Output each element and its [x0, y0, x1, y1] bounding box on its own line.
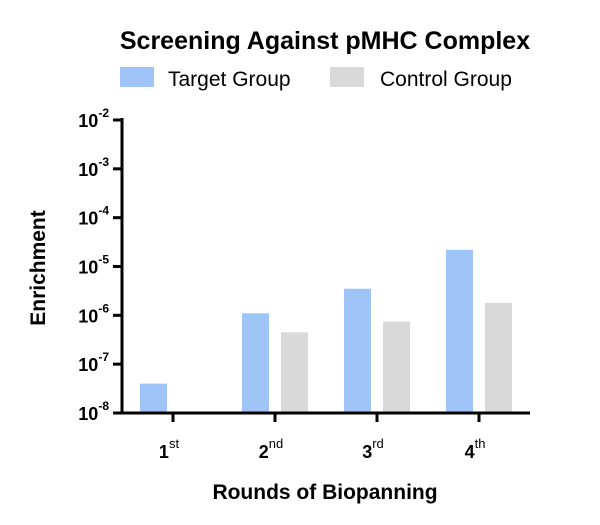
y-tick-label: 10-2 [78, 106, 109, 131]
x-tick-label: 4th [465, 436, 486, 462]
y-tick-label: 10-8 [78, 399, 109, 424]
bar-target-2 [242, 313, 269, 412]
bar-control-3 [383, 321, 410, 412]
x-tick-label: 2nd [259, 436, 283, 462]
y-tick-label: 10-3 [78, 155, 109, 180]
plot-area: 10-2 10-3 10-4 10-5 10-6 10-7 10-8 1st 2nd 3rd 4th [78, 106, 530, 462]
x-tick-label: 3rd [362, 436, 384, 462]
legend: Target Group Control Group [120, 67, 512, 91]
bar-target-1 [140, 383, 167, 412]
legend-label-target: Target Group [168, 68, 291, 91]
legend-label-control: Control Group [380, 68, 512, 91]
y-tick-label: 10-4 [78, 204, 109, 229]
y-axis-title: Enrichment [27, 210, 50, 326]
bar-target-3 [344, 288, 371, 412]
legend-swatch-control [330, 67, 364, 87]
legend-swatch-target [120, 67, 154, 87]
y-tick-label: 10-7 [78, 350, 109, 375]
bar-control-2 [281, 332, 308, 412]
x-axis-title: Rounds of Biopanning [212, 481, 437, 504]
chart-title: Screening Against pMHC Complex [120, 27, 530, 55]
bar-control-4 [485, 302, 512, 412]
y-tick-label: 10-5 [78, 253, 109, 278]
y-tick-label: 10-6 [78, 301, 109, 326]
bar-target-4 [446, 249, 473, 412]
x-tick-label: 1st [159, 436, 180, 462]
